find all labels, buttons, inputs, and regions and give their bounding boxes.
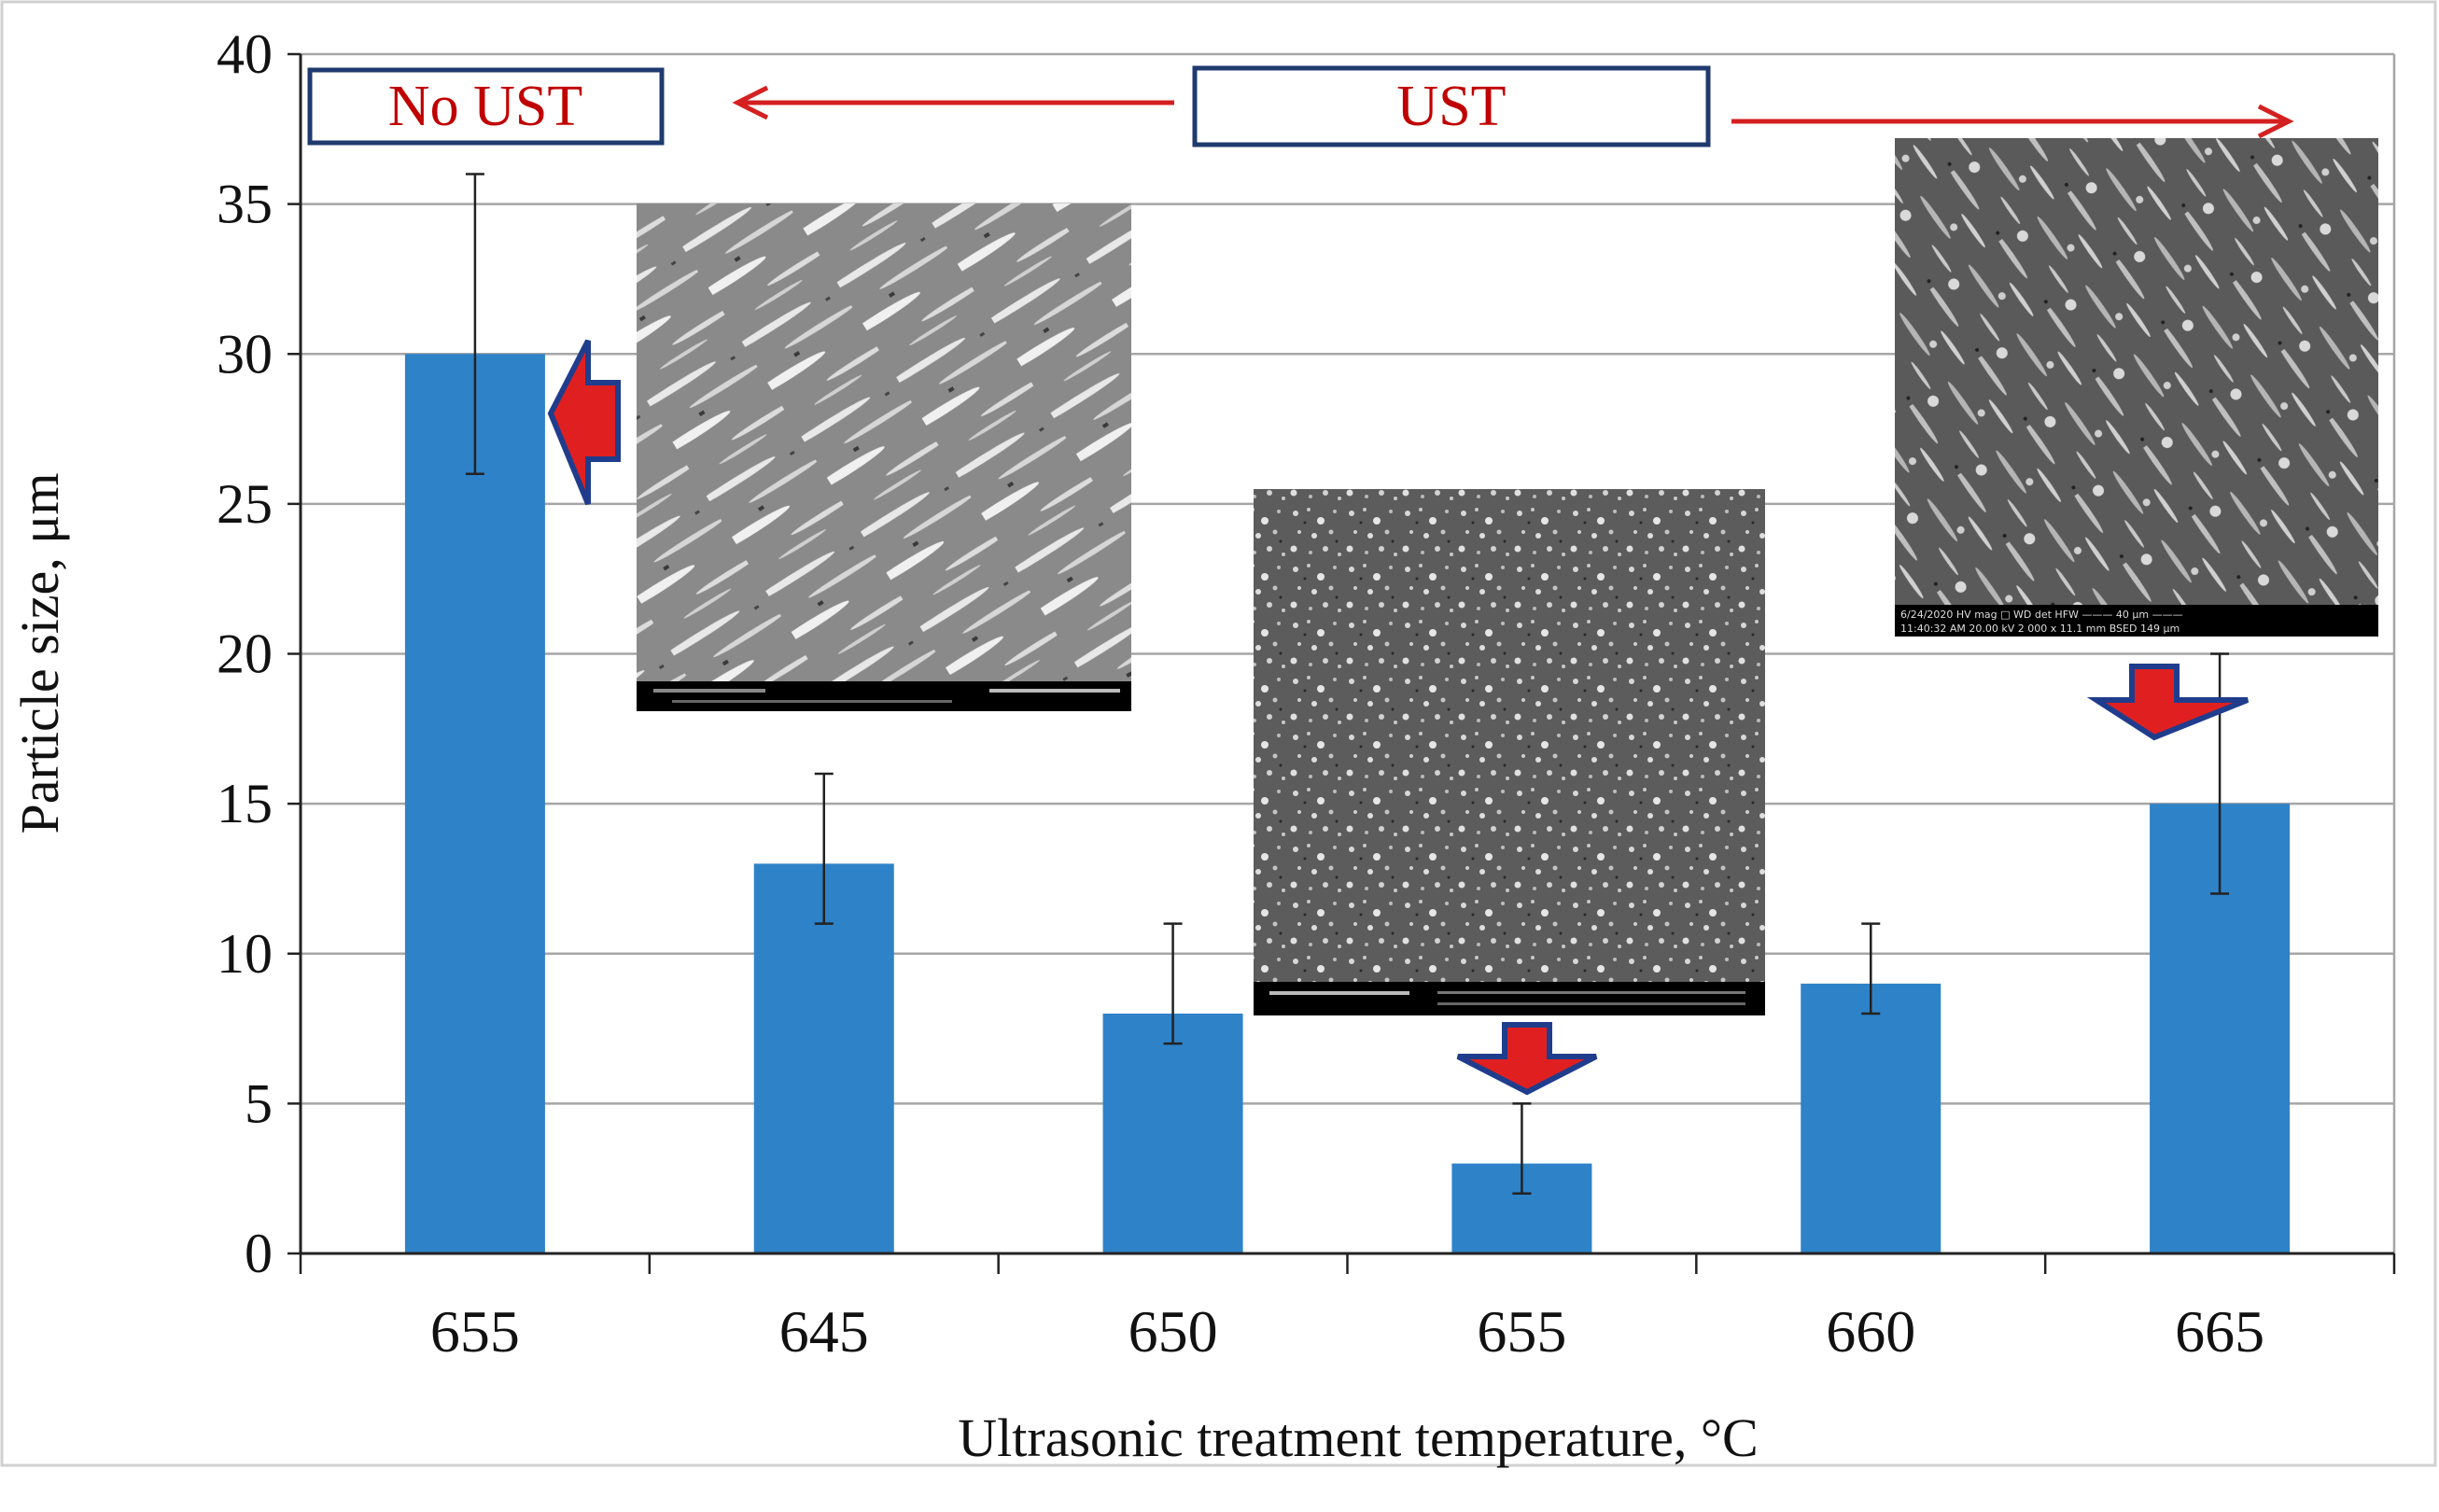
y-tick-label: 40 bbox=[217, 23, 273, 85]
bar bbox=[1102, 1014, 1243, 1253]
bar bbox=[404, 354, 545, 1253]
error-bars bbox=[465, 173, 2230, 1195]
sem-scale-bar-strip bbox=[1895, 605, 2378, 637]
y-tick-label: 25 bbox=[217, 473, 273, 535]
y-tick-label: 0 bbox=[245, 1223, 273, 1284]
sem-micrograph-665: 6/24/2020 HV mag □ WD det HFW ——— 40 μm … bbox=[1895, 138, 2378, 637]
sem-scale-bar-strip bbox=[637, 681, 1131, 711]
axes bbox=[287, 52, 2396, 1274]
ust-label-box: UST bbox=[1192, 65, 1711, 147]
y-tick-labels: 0 5 10 15 20 25 30 35 40 bbox=[217, 23, 273, 1284]
bars bbox=[404, 354, 2291, 1253]
y-tick-label: 35 bbox=[217, 174, 273, 235]
x-tick-labels: 655 645 650 655 660 665 bbox=[430, 1298, 2264, 1365]
no-ust-label: No UST bbox=[388, 75, 582, 138]
x-tick-label: 660 bbox=[1826, 1298, 1915, 1365]
sem-info-line-1: 6/24/2020 HV mag □ WD det HFW ——— 40 μm … bbox=[1900, 609, 2183, 621]
arrow-down-to-bar-6-icon bbox=[2086, 664, 2250, 741]
x-tick-label: 650 bbox=[1128, 1298, 1218, 1365]
sem-info-line-2: 11:40:32 AM 20.00 kV 2 000 x 11.1 mm BSE… bbox=[1900, 623, 2180, 635]
x-tick-label: 645 bbox=[779, 1298, 869, 1365]
ust-left-arrow-icon bbox=[732, 85, 1174, 120]
sem-scale-bar-strip bbox=[1254, 982, 1765, 1015]
bar bbox=[1801, 983, 1941, 1253]
y-tick-label: 15 bbox=[217, 773, 273, 834]
y-tick-label: 5 bbox=[245, 1072, 273, 1134]
x-tick-label: 655 bbox=[430, 1298, 520, 1365]
bar bbox=[753, 863, 894, 1253]
arrow-down-to-bar-4-icon bbox=[1456, 1022, 1598, 1096]
y-axis-title: Particle size, μm bbox=[9, 472, 70, 833]
x-tick-label: 655 bbox=[1477, 1298, 1566, 1365]
y-tick-label: 30 bbox=[217, 323, 273, 385]
no-ust-label-box: No UST bbox=[307, 67, 665, 146]
y-tick-label: 20 bbox=[217, 623, 273, 685]
x-axis-title: Ultrasonic treatment temperature, °C bbox=[958, 1407, 1758, 1468]
sem-micrograph-no-ust bbox=[637, 203, 1131, 711]
ust-right-arrow-icon bbox=[1731, 104, 2294, 139]
x-tick-label: 665 bbox=[2175, 1298, 2264, 1365]
arrow-left-to-bar-1-icon bbox=[547, 339, 621, 506]
ust-label: UST bbox=[1396, 75, 1506, 138]
sem-micrograph-655 bbox=[1254, 489, 1765, 1015]
y-tick-label: 10 bbox=[217, 923, 273, 985]
